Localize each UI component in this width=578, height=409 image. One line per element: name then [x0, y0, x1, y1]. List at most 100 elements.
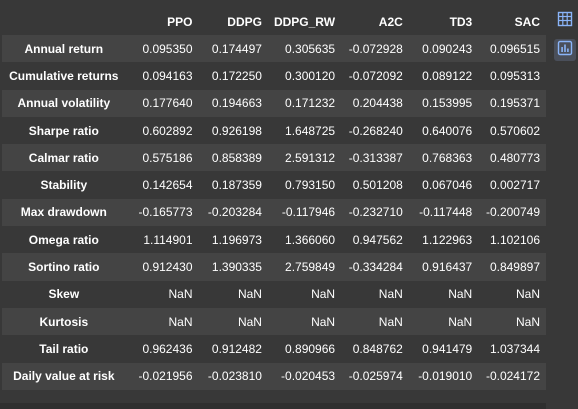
table-cell: -0.021956 [138, 369, 193, 384]
table-cell: -0.019010 [418, 369, 473, 384]
table-cell: 2.759849 [285, 260, 336, 275]
table-cell: 1.648725 [285, 123, 336, 138]
performance-table: PPO DDPG DDPG_RW A2C TD3 SAC Annual retu… [2, 9, 546, 390]
column-header-index [2, 9, 126, 35]
table-cell: -0.334284 [348, 260, 403, 275]
table-cell: 0.848762 [352, 341, 403, 356]
table-cell: NaN [448, 287, 473, 302]
table-cell: 1.122963 [422, 232, 473, 247]
table-cell: -0.165773 [138, 205, 193, 220]
table-cell: 0.793150 [285, 178, 336, 193]
bar-chart-icon [557, 40, 573, 61]
table-cell: 0.858389 [211, 150, 262, 165]
table-cell: 1.102106 [489, 232, 540, 247]
table-row: Sharpe ratio 0.602892 0.926198 1.648725 … [2, 116, 546, 145]
row-label: Annual return [24, 41, 104, 56]
output-toolbar [546, 0, 578, 409]
table-cell: 0.570602 [489, 123, 540, 138]
table-cell: NaN [515, 287, 540, 302]
table-cell: 0.096515 [489, 41, 540, 56]
table-cell: 0.095313 [489, 68, 540, 83]
row-label: Cumulative returns [9, 68, 119, 83]
table-cell: 1.114901 [143, 232, 193, 247]
table-cell: NaN [378, 287, 403, 302]
table-cell: NaN [448, 314, 473, 329]
table-cell: -0.117946 [281, 205, 336, 220]
row-label: Calmar ratio [28, 150, 99, 165]
table-cell: 0.916437 [422, 260, 473, 275]
table-cell: -0.025974 [348, 369, 403, 384]
table-cell: 0.095350 [142, 41, 193, 56]
table-cell: 0.172250 [211, 68, 262, 83]
table-cell: 0.890966 [285, 341, 336, 356]
table-cell: 0.849897 [489, 260, 540, 275]
table-cell: 0.912430 [142, 260, 193, 275]
table-cell: -0.072092 [348, 68, 403, 83]
table-row: Tail ratio 0.962436 0.912482 0.890966 0.… [2, 335, 546, 363]
row-label: Annual volatility [17, 96, 111, 111]
table-cell: 0.153995 [422, 96, 473, 111]
table-cell: 1.037344 [489, 341, 540, 356]
table-header-row: PPO DDPG DDPG_RW A2C TD3 SAC [2, 9, 546, 35]
table-cell: NaN [237, 287, 262, 302]
table-cell: NaN [311, 314, 336, 329]
table-row: Omega ratio 1.114901 1.196973 1.366060 0… [2, 226, 546, 254]
chart-view-button[interactable] [554, 39, 576, 61]
table-cell: 0.768363 [422, 150, 473, 165]
table-row: Max drawdown -0.165773 -0.203284 -0.1179… [2, 198, 546, 227]
table-row: Calmar ratio 0.575186 0.858389 2.591312 … [2, 144, 546, 172]
table-cell: NaN [237, 314, 262, 329]
table-cell: 0.501208 [352, 178, 403, 193]
table-cell: NaN [378, 314, 403, 329]
column-header-a2c: A2C [378, 15, 403, 29]
table-cell: 0.941479 [422, 341, 473, 356]
row-label: Tail ratio [39, 341, 89, 356]
table-cell: 1.196973 [211, 232, 262, 247]
table-cell: 0.305635 [285, 41, 336, 56]
table-cell: -0.200749 [485, 205, 540, 220]
table-cell: 0.300120 [285, 68, 336, 83]
table-row: Annual return 0.095350 0.174497 0.305635… [2, 35, 546, 63]
table-cell: 0.171232 [285, 96, 336, 111]
table-cell: -0.020453 [281, 369, 336, 384]
row-label: Omega ratio [28, 232, 99, 247]
row-label: Sharpe ratio [28, 123, 99, 138]
table-cell: 0.002717 [489, 178, 540, 193]
table-cell: 0.912482 [211, 341, 262, 356]
table-row: Sortino ratio 0.912430 1.390335 2.759849… [2, 253, 546, 281]
table-view-button[interactable] [554, 10, 576, 32]
table-cell: NaN [168, 314, 193, 329]
table-cell: 0.090243 [422, 41, 473, 56]
row-label: Stability [40, 178, 88, 193]
table-cell: 0.195371 [489, 96, 540, 111]
table-cell: 0.480773 [489, 150, 540, 165]
table-cell: -0.268240 [348, 123, 403, 138]
column-header-ddpg-rw: DDPG_RW [273, 15, 336, 29]
row-label: Skew [48, 287, 80, 302]
table-cell: -0.313387 [348, 150, 403, 165]
table-row: Cumulative returns 0.094163 0.172250 0.3… [2, 62, 546, 90]
column-header-ppo: PPO [167, 15, 193, 29]
table-row: Daily value at risk -0.021956 -0.023810 … [2, 362, 546, 390]
table-icon [557, 11, 573, 32]
table-cell: 0.089122 [422, 68, 473, 83]
table-cell: -0.117448 [419, 205, 473, 220]
table-cell: -0.024172 [485, 369, 540, 384]
table-cell: 0.177640 [142, 96, 193, 111]
table-cell: 1.366060 [285, 232, 336, 247]
table-cell: 0.640076 [422, 123, 473, 138]
table-cell: 0.575186 [142, 150, 193, 165]
row-label: Daily value at risk [13, 369, 115, 384]
table-cell: 0.094163 [142, 68, 193, 83]
row-label: Max drawdown [20, 205, 107, 220]
horizontal-scrollbar[interactable] [0, 403, 546, 409]
table-cell: 0.926198 [211, 123, 262, 138]
table-row: Stability 0.142654 0.187359 0.793150 0.5… [2, 171, 546, 199]
table-cell: NaN [168, 287, 193, 302]
table-cell: 0.947562 [352, 232, 403, 247]
row-label: Sortino ratio [28, 260, 100, 275]
table-cell: -0.232710 [348, 205, 403, 220]
table-cell: NaN [311, 287, 336, 302]
table-cell: 0.187359 [211, 178, 262, 193]
table-cell: 1.390335 [211, 260, 262, 275]
